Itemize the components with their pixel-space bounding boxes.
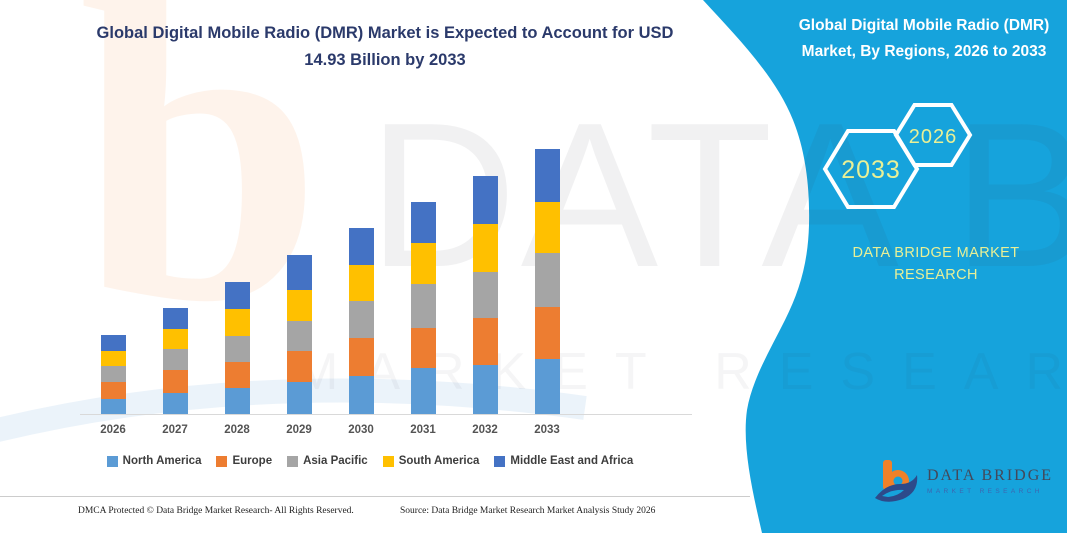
stacked-bar-2033 xyxy=(534,149,560,415)
x-axis-label: 2030 xyxy=(348,424,374,436)
bar-segment-middle-east-and-africa xyxy=(410,201,436,243)
hexagon-2026-label: 2026 xyxy=(909,126,958,148)
legend-swatch-icon xyxy=(494,455,506,467)
bar-segment-europe xyxy=(286,350,312,383)
legend-swatch-icon xyxy=(106,455,118,467)
bar-segment-middle-east-and-africa xyxy=(534,149,560,203)
bar-segment-asia-pacific xyxy=(410,283,436,329)
bar-segment-north-america xyxy=(224,388,250,415)
bar-segment-middle-east-and-africa xyxy=(224,281,250,310)
chart-title: Global Digital Mobile Radio (DMR) Market… xyxy=(96,24,674,70)
bar-segment-south-america xyxy=(348,264,374,301)
x-axis-line xyxy=(80,414,692,415)
stacked-bar-2026 xyxy=(100,334,126,415)
stacked-bar-2031 xyxy=(410,201,436,415)
data-bridge-logo-icon xyxy=(875,460,918,502)
bar-segment-middle-east-and-africa xyxy=(472,175,498,224)
bar-segment-middle-east-and-africa xyxy=(286,255,312,290)
year-hexagons: 2033 2026 xyxy=(822,103,973,209)
bar-segment-north-america xyxy=(162,392,188,415)
panel-brand-text: DATA BRIDGE MARKET RESEARCH xyxy=(852,245,1020,284)
legend-label: North America xyxy=(122,455,202,467)
x-axis-label: 2026 xyxy=(100,424,126,436)
bar-segment-south-america xyxy=(286,289,312,321)
bar-segment-europe xyxy=(472,318,498,365)
legend-swatch-icon xyxy=(382,455,394,467)
bar-segment-middle-east-and-africa xyxy=(162,308,188,330)
footer-divider xyxy=(0,496,750,497)
logo-subtitle: MARKET RESEARCH xyxy=(927,487,1043,495)
legend-label: South America xyxy=(398,455,480,467)
bar-segment-south-america xyxy=(410,242,436,284)
x-axis-label: 2029 xyxy=(286,424,312,436)
stacked-bar-2030 xyxy=(348,228,374,415)
data-bridge-logo: DATA BRIDGE MARKET RESEARCH xyxy=(874,458,1053,504)
bar-segment-europe xyxy=(162,370,188,393)
legend-label: Europe xyxy=(232,455,273,467)
bar-segment-asia-pacific xyxy=(348,300,374,339)
bar-segment-south-america xyxy=(162,329,188,350)
stacked-bar-2027 xyxy=(162,308,188,415)
stacked-bar-2029 xyxy=(286,255,312,415)
bar-segment-asia-pacific xyxy=(286,320,312,351)
legend-swatch-icon xyxy=(287,455,299,467)
bar-segment-asia-pacific xyxy=(534,253,560,307)
legend-label: Asia Pacific xyxy=(303,455,368,467)
bar-segment-north-america xyxy=(348,375,374,415)
bar-segment-north-america xyxy=(472,364,498,415)
legend-label: Middle East and Africa xyxy=(510,455,634,467)
bar-segment-north-america xyxy=(410,368,436,415)
bar-segment-south-america xyxy=(534,202,560,254)
bar-segment-middle-east-and-africa xyxy=(348,228,374,265)
x-axis-label: 2032 xyxy=(472,424,498,436)
bar-segment-north-america xyxy=(534,358,560,415)
bar-segment-north-america xyxy=(286,382,312,415)
bar-segment-asia-pacific xyxy=(100,365,126,382)
legend-item-middle-east-and-africa: Middle East and Africa xyxy=(494,455,633,467)
bar-segment-north-america xyxy=(100,398,126,415)
bar-segment-europe xyxy=(534,306,560,359)
footer-source-text: Source: Data Bridge Market Research Mark… xyxy=(400,506,656,516)
legend-item-south-america: South America xyxy=(382,455,480,467)
bar-segment-europe xyxy=(348,338,374,376)
x-axis-label: 2031 xyxy=(410,424,436,436)
x-axis-label: 2028 xyxy=(224,424,250,436)
chart-legend: North America Europe Asia Pacific South Ame… xyxy=(40,455,700,467)
hexagon-2033 xyxy=(822,129,920,209)
stacked-bar-2032 xyxy=(472,175,498,415)
logo-title: DATA BRIDGE xyxy=(927,467,1054,485)
hexagon-2026 xyxy=(893,103,973,167)
bar-segment-asia-pacific xyxy=(162,349,188,371)
bar-segment-asia-pacific xyxy=(224,336,250,362)
x-axis-label: 2027 xyxy=(162,424,188,436)
bar-segment-europe xyxy=(410,328,436,369)
legend-item-north-america: North America xyxy=(106,455,202,467)
stacked-bar-2028 xyxy=(224,281,250,415)
bar-segment-europe xyxy=(224,361,250,389)
bar-segment-south-america xyxy=(224,309,250,337)
bar-segment-middle-east-and-africa xyxy=(100,334,126,352)
hexagon-2033-label: 2033 xyxy=(841,156,901,184)
legend-swatch-icon xyxy=(216,455,228,467)
panel-title: Global Digital Mobile Radio (DMR) Market… xyxy=(798,17,1050,60)
footer-dmca-text: DMCA Protected © Data Bridge Market Rese… xyxy=(78,506,354,516)
legend-item-asia-pacific: Asia Pacific xyxy=(287,455,368,467)
bar-segment-south-america xyxy=(472,223,498,272)
x-axis-label: 2033 xyxy=(534,424,560,436)
bar-segment-asia-pacific xyxy=(472,271,498,319)
legend-item-europe: Europe xyxy=(216,455,272,467)
bar-segment-south-america xyxy=(100,351,126,366)
bar-segment-europe xyxy=(100,381,126,399)
